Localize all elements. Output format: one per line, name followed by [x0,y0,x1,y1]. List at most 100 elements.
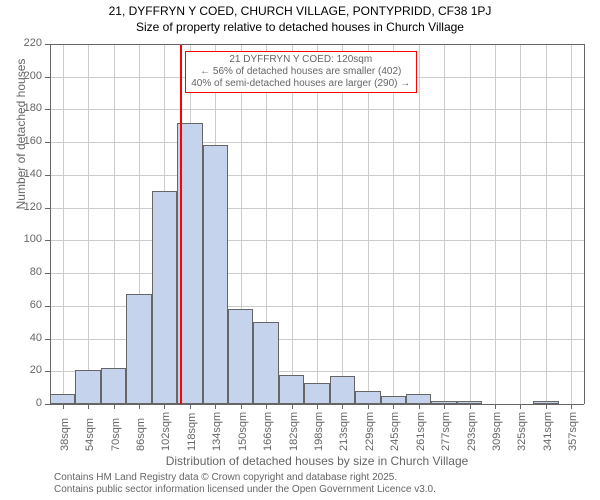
x-tick-label: 118sqm [186,413,198,451]
annotation-line3: 40% of semi-detached houses are larger (… [190,78,412,90]
x-tick-label: 261sqm [415,412,427,451]
x-gridline [292,44,293,404]
histogram-bar [50,394,75,404]
x-tick [546,404,547,409]
x-gridline [495,44,496,404]
x-tick-label: 198sqm [313,412,325,451]
x-tick [571,404,572,409]
x-gridline [63,44,64,404]
histogram-bar [355,391,380,404]
histogram-bar [253,322,278,404]
x-tick [215,404,216,409]
x-tick [63,404,64,409]
x-tick-label: 341sqm [542,412,554,451]
annotation-box: 21 DYFFRYN Y COED: 120sqm ← 56% of detac… [185,51,417,93]
x-gridline [444,44,445,404]
x-tick [190,404,191,409]
x-gridline [470,44,471,404]
y-tick-label: 200 [16,70,42,82]
x-gridline [571,44,572,404]
plot-area: 21 DYFFRYN Y COED: 120sqm ← 56% of detac… [50,44,584,404]
histogram-bar [406,394,431,404]
chart-title-sub: Size of property relative to detached ho… [0,20,600,34]
y-tick [45,175,50,176]
y-tick-label: 20 [16,364,42,376]
x-tick-label: 70sqm [110,418,122,451]
x-tick [317,404,318,409]
y-tick [45,142,50,143]
x-tick [241,404,242,409]
y-tick [45,109,50,110]
y-tick [45,77,50,78]
axis-line-left [50,44,51,404]
x-tick-label: 277sqm [440,412,452,451]
y-tick [45,306,50,307]
histogram-bar [279,375,304,404]
attribution: Contains HM Land Registry data © Crown c… [54,472,436,496]
y-tick-label: 0 [16,397,42,409]
x-tick-label: 166sqm [262,412,274,451]
y-tick [45,371,50,372]
x-tick-label: 182sqm [288,412,300,451]
histogram-bar [126,294,151,404]
x-tick [292,404,293,409]
x-axis-label: Distribution of detached houses by size … [50,454,584,468]
x-tick [393,404,394,409]
x-tick [266,404,267,409]
x-tick-label: 54sqm [84,418,96,451]
y-tick-label: 40 [16,332,42,344]
y-tick-label: 80 [16,266,42,278]
x-tick [520,404,521,409]
y-tick-label: 160 [16,135,42,147]
x-tick-label: 213sqm [338,412,350,451]
x-tick-label: 86sqm [135,418,147,451]
y-tick-label: 140 [16,168,42,180]
x-gridline [368,44,369,404]
histogram-bar [152,191,177,404]
x-gridline [520,44,521,404]
y-tick-label: 120 [16,201,42,213]
x-tick-label: 38sqm [59,418,71,451]
histogram-bar [304,383,329,404]
x-tick [114,404,115,409]
y-tick [45,240,50,241]
annotation-line1: 21 DYFFRYN Y COED: 120sqm [190,54,412,66]
histogram-bar [228,309,253,404]
y-tick-label: 180 [16,102,42,114]
x-tick [164,404,165,409]
x-tick [470,404,471,409]
x-tick-label: 150sqm [237,412,249,451]
x-tick-label: 309sqm [491,412,503,451]
x-tick-label: 325sqm [516,412,528,451]
attribution-line1: Contains HM Land Registry data © Crown c… [54,472,436,484]
y-tick [45,339,50,340]
x-gridline [88,44,89,404]
x-tick-label: 229sqm [364,412,376,451]
x-tick-label: 357sqm [567,412,579,451]
y-tick [45,404,50,405]
x-tick [444,404,445,409]
x-gridline [419,44,420,404]
y-tick [45,44,50,45]
axis-line-right [584,44,585,404]
x-gridline [317,44,318,404]
x-gridline [393,44,394,404]
chart-container: 21, DYFFRYN Y COED, CHURCH VILLAGE, PONT… [0,0,600,500]
y-tick [45,208,50,209]
x-gridline [342,44,343,404]
y-tick-label: 220 [16,37,42,49]
histogram-bar [381,396,406,404]
axis-line-top [50,44,584,45]
marker-line [180,44,182,404]
x-tick-label: 134sqm [211,412,223,451]
x-tick [342,404,343,409]
histogram-bar [330,376,355,404]
chart-title-main: 21, DYFFRYN Y COED, CHURCH VILLAGE, PONT… [0,4,600,18]
y-tick-label: 60 [16,299,42,311]
x-tick [139,404,140,409]
x-tick [495,404,496,409]
x-tick [368,404,369,409]
y-tick-label: 100 [16,233,42,245]
x-tick-label: 102sqm [160,412,172,451]
x-gridline [114,44,115,404]
